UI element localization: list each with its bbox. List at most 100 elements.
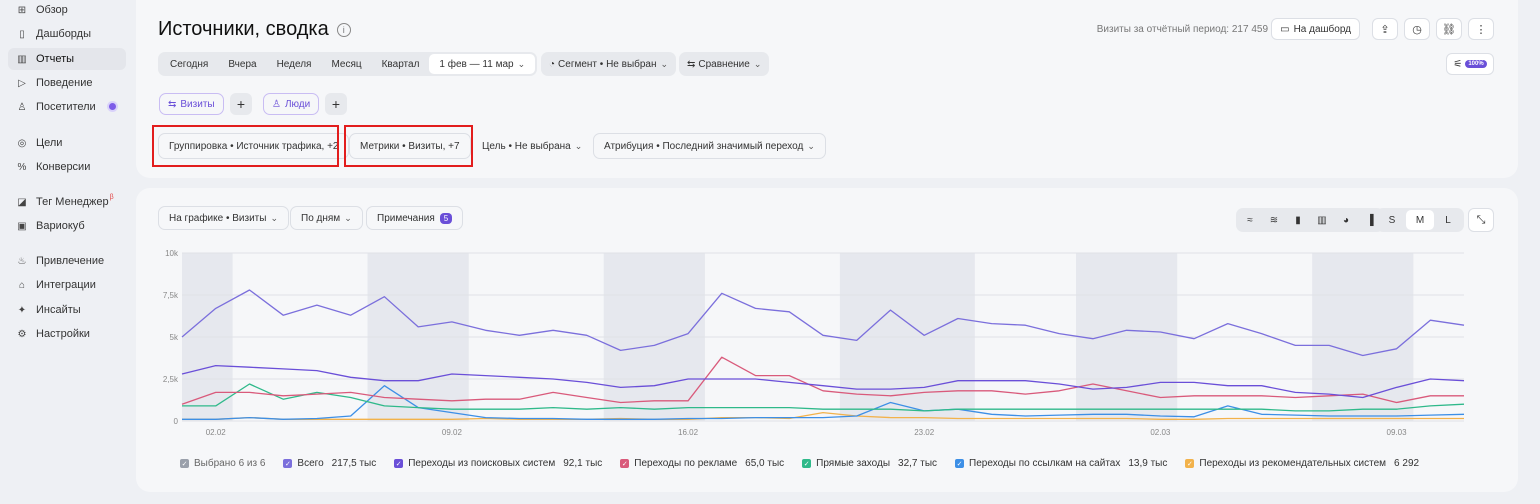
sidebar-item-acquisition[interactable]: ♨ Привлечение — [8, 250, 126, 272]
series-line — [182, 383, 1465, 412]
sidebar-item-overview[interactable]: ⊞ Обзор — [8, 0, 126, 21]
attribution-label: Атрибуция • Последний значимый переход — [604, 140, 804, 152]
notes-button[interactable]: Примечания 5 — [366, 206, 464, 230]
sidebar-item-label: Вариокуб — [36, 220, 85, 232]
sidebar-item-variocube[interactable]: ▣ Вариокуб — [8, 215, 126, 237]
sidebar-item-conversions[interactable]: % Конверсии — [8, 156, 126, 178]
grouping-select[interactable]: Группировка • Источник трафика, +2 — [158, 133, 350, 159]
chart-columns-icon[interactable]: ▐ — [1366, 214, 1374, 226]
filters-button[interactable]: ⚟ 100% — [1446, 53, 1494, 75]
grid-icon: ⊞ — [17, 4, 27, 16]
sidebar-item-label: Обзор — [36, 4, 68, 16]
sidebar-item-insights[interactable]: ✦ Инсайты — [8, 299, 126, 321]
beta-mark: β — [109, 194, 114, 201]
notes-count-badge: 5 — [439, 212, 453, 224]
history-button[interactable]: ◷ — [1404, 18, 1430, 40]
segment-visits[interactable]: ⇆ Визиты — [159, 93, 224, 115]
y-tick-label: 0 — [174, 417, 179, 426]
sidebar-item-settings[interactable]: ⚙ Настройки — [8, 323, 126, 345]
chart-stacked-icon[interactable]: ▥ — [1317, 214, 1327, 226]
sidebar-item-visitors[interactable]: ♙ Посетители — [8, 96, 126, 118]
segment-select[interactable]: ◔ Сегмент • Не выбран ⌄ — [541, 52, 677, 76]
visits-icon: ⇆ — [168, 98, 177, 110]
y-tick-label: 10k — [165, 249, 179, 258]
collapse-button[interactable]: ⤡ — [1468, 208, 1494, 232]
legend-item[interactable]: ✓ Переходы по рекламе 65,0 тыс — [620, 458, 784, 469]
legend-item[interactable]: ✓ Прямые заходы 32,7 тыс — [802, 458, 937, 469]
on-chart-select[interactable]: На графике • Визиты ⌄ — [158, 206, 289, 230]
export-button[interactable]: ⇪ — [1372, 18, 1398, 40]
size-s[interactable]: S — [1388, 214, 1396, 226]
sidebar-item-label: Привлечение — [36, 255, 105, 267]
legend-item[interactable]: ✓ Переходы из рекомендательных систем 6 29… — [1185, 458, 1419, 469]
link-icon: ⛓ — [1442, 23, 1456, 36]
chart-line-icon[interactable]: ≈ — [1247, 214, 1253, 226]
info-icon[interactable]: i — [336, 22, 351, 37]
legend-item[interactable]: ✓ Переходы по ссылкам на сайтах 13,9 тыс — [955, 458, 1167, 469]
period-quarter[interactable]: Квартал — [381, 58, 420, 70]
series-line — [182, 411, 1464, 420]
goal-select[interactable]: Цель • Не выбрана ⌄ — [474, 133, 590, 159]
more-vertical-icon: ⋮ — [1475, 23, 1487, 36]
period-month[interactable]: Месяц — [331, 58, 362, 70]
segment-people[interactable]: ♙ Люди — [263, 93, 320, 115]
sidebar-item-label: Тег Менеджер — [36, 196, 109, 208]
legend-item-value: 65,0 тыс — [745, 458, 785, 469]
dashboard-icon: ▯ — [19, 28, 25, 40]
checkbox-icon: ✓ — [394, 459, 404, 468]
x-tick-label: 23.02 — [914, 428, 935, 437]
upload-icon: ⇪ — [1380, 23, 1390, 36]
x-tick-label: 02.02 — [206, 428, 227, 437]
chart-bar-icon[interactable]: ▮ — [1295, 214, 1301, 226]
legend-item[interactable]: ✓ Переходы из поисковых систем 92,1 тыс — [394, 458, 602, 469]
cube-icon: ▣ — [17, 220, 27, 232]
goal-label: Цель • Не выбрана — [482, 140, 571, 152]
chevron-down-icon: ⌄ — [270, 212, 278, 223]
grouping-label: Группировка • Источник трафика, +2 — [169, 140, 339, 152]
sidebar-item-dashboards[interactable]: ▯ Дашборды — [8, 23, 126, 45]
period-week[interactable]: Неделя — [276, 58, 312, 70]
chevron-down-icon: ⌄ — [574, 140, 583, 151]
size-l[interactable]: L — [1445, 214, 1451, 226]
legend-item-value: 32,7 тыс — [898, 458, 938, 469]
add-visits-segment-button[interactable]: + — [230, 93, 252, 115]
sidebar-item-goals[interactable]: ◎ Цели — [8, 132, 126, 154]
legend-item[interactable]: ✓ Всего 217,5 тыс — [283, 458, 376, 469]
sidebar-item-tag-manager[interactable]: ◪ Тег Менеджер β — [8, 191, 126, 213]
legend-item-name: Переходы из поисковых систем — [408, 458, 556, 469]
chevron-down-icon: ⌄ — [344, 212, 352, 223]
x-tick-label: 16.02 — [678, 428, 699, 437]
attribution-select[interactable]: Атрибуция • Последний значимый переход ⌄ — [593, 133, 826, 159]
by-days-select[interactable]: По дням ⌄ — [290, 206, 363, 230]
checkbox-icon: ✓ — [283, 459, 293, 468]
period-today[interactable]: Сегодня — [170, 58, 209, 70]
on-chart-label: На графике • Визиты — [169, 212, 267, 224]
size-m[interactable]: M — [1406, 210, 1434, 230]
notes-label: Примечания — [377, 212, 435, 224]
puzzle-icon: ⌂ — [18, 279, 26, 291]
date-range-picker[interactable]: 1 фев — 11 мар ⌄ — [429, 54, 536, 74]
more-button[interactable]: ⋮ — [1468, 18, 1494, 40]
checkbox-icon: ✓ — [802, 459, 812, 468]
legend-select-all[interactable]: ✓ Выбрано 6 из 6 — [180, 458, 265, 469]
sidebar-item-label: Дашборды — [36, 28, 91, 40]
to-dashboard-button[interactable]: ▭ На дашборд — [1271, 18, 1360, 40]
highlight-box-grouping — [152, 125, 339, 167]
collapse-icon: ⤡ — [1476, 213, 1486, 226]
metrics-select[interactable]: Метрики • Визиты, +7 — [349, 133, 471, 159]
page-title-text: Источники, сводка — [158, 18, 329, 40]
share-link-button[interactable]: ⛓ — [1436, 18, 1462, 40]
chart-pie-icon[interactable]: ◕ — [1342, 214, 1350, 226]
period-yesterday[interactable]: Вчера — [228, 58, 257, 70]
date-range-label: 1 фев — 11 мар — [439, 58, 514, 70]
chart-card: На графике • Визиты ⌄ По дням ⌄ Примечан… — [136, 188, 1518, 492]
sidebar-item-integrations[interactable]: ⌂ Интеграции — [8, 274, 126, 296]
legend-item-name: Переходы по рекламе — [634, 458, 738, 469]
sidebar-item-reports[interactable]: ▥ Отчеты — [8, 48, 126, 70]
sidebar-item-behavior[interactable]: ▷ Поведение — [8, 72, 126, 94]
compare-select[interactable]: ⇆ Сравнение ⌄ — [679, 52, 770, 76]
compare-label: Сравнение — [698, 58, 750, 70]
add-people-segment-button[interactable]: + — [325, 93, 347, 115]
sidebar-item-label: Конверсии — [36, 161, 91, 173]
chart-area-icon[interactable]: ≋ — [1269, 214, 1279, 226]
